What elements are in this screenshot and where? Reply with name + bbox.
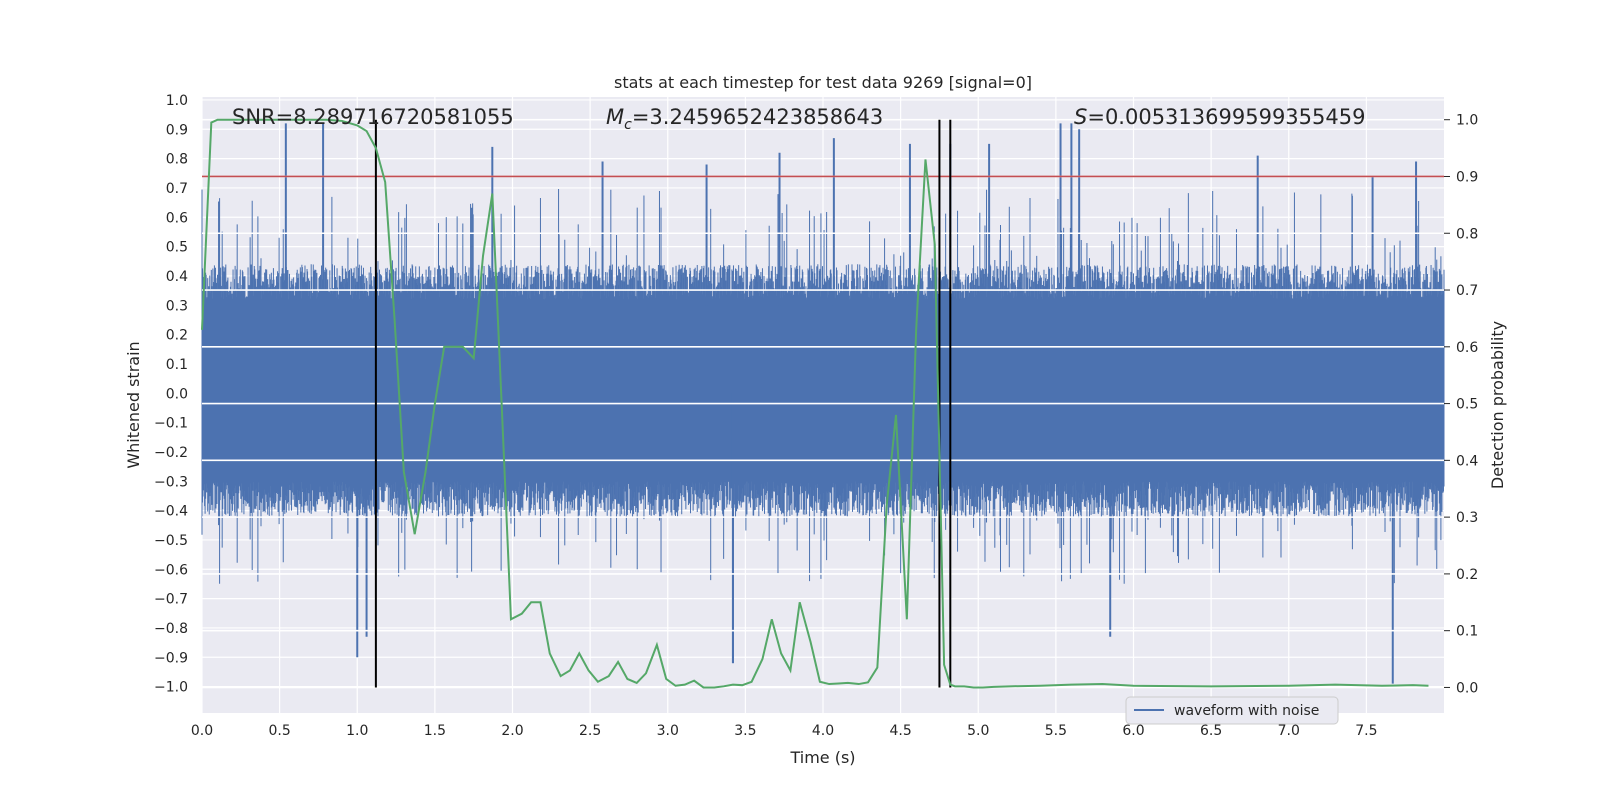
s-annotation: S=0.005313699599355459 xyxy=(1074,105,1365,129)
y-left-tick-label: −0.1 xyxy=(154,416,188,432)
snr-annotation: SNR=8.289716720581055 xyxy=(232,105,514,129)
y-right-tick-label: 0.0 xyxy=(1456,680,1478,696)
y-left-axis-label: Whitened strain xyxy=(124,341,143,468)
y-left-tick-label: 0.2 xyxy=(166,328,188,344)
x-tick-label: 6.0 xyxy=(1122,723,1144,739)
y-right-tick-label: 0.4 xyxy=(1456,453,1478,469)
x-tick-label: 6.5 xyxy=(1200,723,1222,739)
y-right-tick-label: 0.1 xyxy=(1456,624,1478,640)
y-left-tick-label: −0.5 xyxy=(154,533,188,549)
y-left-tick-label: −1.0 xyxy=(154,680,188,696)
x-tick-label: 7.0 xyxy=(1278,723,1300,739)
y-left-tick-label: 0.6 xyxy=(166,210,188,226)
waveform-series xyxy=(201,123,1445,684)
x-tick-label: 7.5 xyxy=(1355,723,1377,739)
chart-title: stats at each timestep for test data 926… xyxy=(614,73,1032,92)
y-left-tick-label: −0.7 xyxy=(154,592,188,608)
y-left-tick-label: −0.6 xyxy=(154,562,188,578)
y-right-tick-label: 1.0 xyxy=(1456,113,1478,129)
mc-symbol: M xyxy=(606,105,624,129)
vertical-markers xyxy=(374,119,952,688)
x-tick-label: 0.5 xyxy=(268,723,290,739)
waveform-core xyxy=(202,305,1444,482)
s-value: =0.005313699599355459 xyxy=(1087,105,1365,129)
y-left-tick-label: −0.9 xyxy=(154,650,188,666)
y-right-tick-label: 0.9 xyxy=(1456,169,1478,185)
detection-probability-line xyxy=(201,118,1429,689)
y-left-tick-label: 0.5 xyxy=(166,240,188,256)
y-left-tick-label: 1.0 xyxy=(166,93,188,109)
y-right-tick-label: 0.6 xyxy=(1456,340,1478,356)
x-tick-label: 5.5 xyxy=(1045,723,1067,739)
mc-subscript: c xyxy=(624,117,632,133)
y-left-tick-label: 0.1 xyxy=(166,357,188,373)
y-left-tick-label: 0.0 xyxy=(166,386,188,402)
x-tick-label: 1.0 xyxy=(346,723,368,739)
right-axis-gridlines xyxy=(202,118,1444,689)
x-tick-label: 2.0 xyxy=(501,723,523,739)
x-tick-label: 2.5 xyxy=(579,723,601,739)
legend: waveform with noise xyxy=(1125,696,1339,725)
y-left-tick-label: 0.3 xyxy=(166,298,188,314)
y-right-tick-label: 0.7 xyxy=(1456,283,1478,299)
y-left-tick-label: −0.8 xyxy=(154,621,188,637)
x-tick-label: 5.0 xyxy=(967,723,989,739)
y-left-tick-label: 0.7 xyxy=(166,181,188,197)
y-left-tick-labels: 1.0 0.9 0.8 0.7 0.6 0.5 0.4 0.3 0.2 0.1 0.0 −0.1 −0.… xyxy=(154,93,188,696)
y-right-tick-label: 0.3 xyxy=(1456,510,1478,526)
y-left-tick-label: −0.2 xyxy=(154,445,188,461)
y-left-tick-label: 0.8 xyxy=(166,152,188,168)
y-left-tick-label: −0.3 xyxy=(154,474,188,490)
y-left-tick-label: 0.9 xyxy=(166,122,188,138)
x-tick-labels: 0.0 0.5 1.0 1.5 2.0 2.5 3.0 3.5 4.0 4.5 5.0 5.5 6.0 6… xyxy=(191,723,1378,739)
legend-box xyxy=(1125,696,1339,725)
chirp-mass-annotation: Mc=3.2459652423858643 xyxy=(606,105,883,133)
x-tick-label: 3.0 xyxy=(657,723,679,739)
x-tick-label: 4.5 xyxy=(889,723,911,739)
x-tick-label: 4.0 xyxy=(812,723,834,739)
y-left-tick-label: −0.4 xyxy=(154,504,188,520)
y-right-tick-label: 0.5 xyxy=(1456,397,1478,413)
legend-label: waveform with noise xyxy=(1174,703,1319,719)
x-tick-label: 1.5 xyxy=(424,723,446,739)
y-right-tick-label: 0.8 xyxy=(1456,226,1478,242)
y-right-tick-label: 0.2 xyxy=(1456,567,1478,583)
y-right-tick-labels: 1.0 0.9 0.8 0.7 0.6 0.5 0.4 0.3 0.2 0.1 0.0 xyxy=(1444,113,1478,696)
y-left-tick-label: 0.4 xyxy=(166,269,188,285)
x-tick-label: 3.5 xyxy=(734,723,756,739)
x-tick-label: 0.0 xyxy=(191,723,213,739)
x-axis-label: Time (s) xyxy=(789,748,855,767)
mc-value: =3.2459652423858643 xyxy=(632,105,883,129)
y-right-axis-label: Detection probability xyxy=(1488,321,1507,489)
s-symbol: S xyxy=(1074,105,1087,129)
